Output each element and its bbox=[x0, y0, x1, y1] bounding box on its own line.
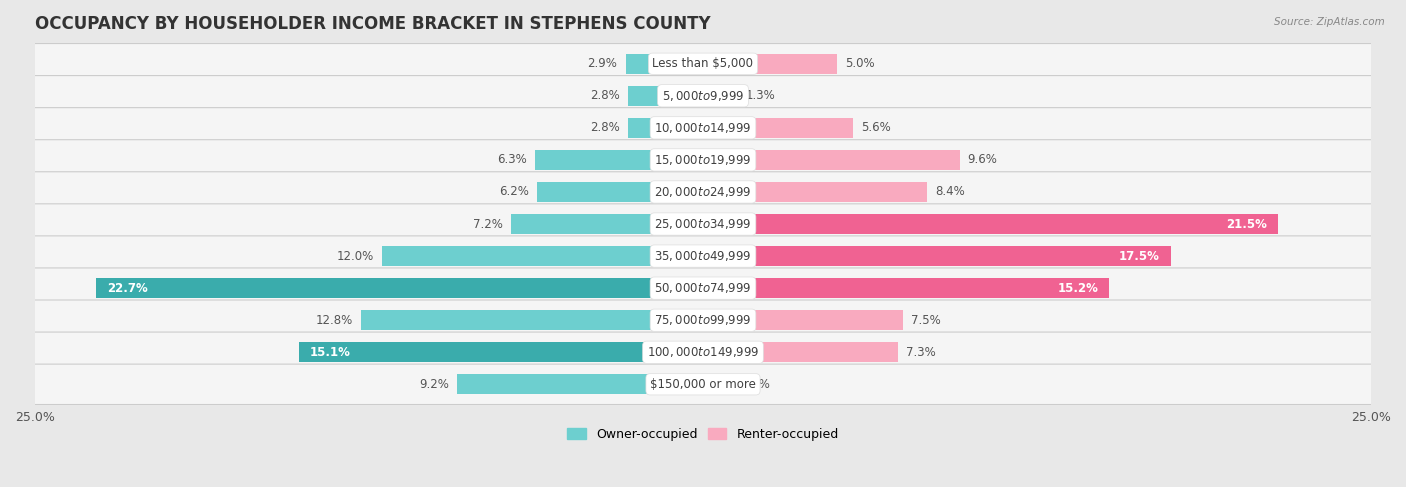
Bar bbox=[703, 182, 928, 202]
Bar bbox=[703, 310, 904, 330]
Text: 15.2%: 15.2% bbox=[1057, 281, 1098, 295]
Bar bbox=[703, 278, 1109, 298]
Bar bbox=[628, 86, 703, 106]
FancyBboxPatch shape bbox=[25, 300, 1381, 340]
Bar bbox=[534, 150, 703, 170]
Text: 12.0%: 12.0% bbox=[337, 249, 374, 262]
Text: $10,000 to $14,999: $10,000 to $14,999 bbox=[654, 121, 752, 135]
Bar bbox=[703, 214, 1278, 234]
Text: 22.7%: 22.7% bbox=[107, 281, 148, 295]
Bar bbox=[703, 54, 837, 74]
Text: Source: ZipAtlas.com: Source: ZipAtlas.com bbox=[1274, 17, 1385, 27]
Bar bbox=[703, 150, 959, 170]
Bar bbox=[361, 310, 703, 330]
Text: 7.5%: 7.5% bbox=[911, 314, 941, 327]
Bar bbox=[703, 375, 733, 394]
Text: $5,000 to $9,999: $5,000 to $9,999 bbox=[662, 89, 744, 103]
FancyBboxPatch shape bbox=[25, 108, 1381, 148]
FancyBboxPatch shape bbox=[25, 236, 1381, 276]
Text: 5.6%: 5.6% bbox=[860, 121, 890, 134]
Text: 15.1%: 15.1% bbox=[311, 346, 352, 359]
FancyBboxPatch shape bbox=[25, 332, 1381, 373]
Text: 7.2%: 7.2% bbox=[472, 218, 502, 230]
Bar bbox=[457, 375, 703, 394]
Text: 2.8%: 2.8% bbox=[591, 89, 620, 102]
Text: $75,000 to $99,999: $75,000 to $99,999 bbox=[654, 313, 752, 327]
Bar bbox=[628, 118, 703, 138]
Bar bbox=[510, 214, 703, 234]
Text: $15,000 to $19,999: $15,000 to $19,999 bbox=[654, 153, 752, 167]
Text: $25,000 to $34,999: $25,000 to $34,999 bbox=[654, 217, 752, 231]
Text: $150,000 or more: $150,000 or more bbox=[650, 378, 756, 391]
FancyBboxPatch shape bbox=[25, 172, 1381, 212]
Text: OCCUPANCY BY HOUSEHOLDER INCOME BRACKET IN STEPHENS COUNTY: OCCUPANCY BY HOUSEHOLDER INCOME BRACKET … bbox=[35, 15, 710, 33]
Text: 8.4%: 8.4% bbox=[935, 186, 966, 199]
Bar bbox=[537, 182, 703, 202]
Bar bbox=[703, 246, 1171, 266]
Text: $35,000 to $49,999: $35,000 to $49,999 bbox=[654, 249, 752, 263]
FancyBboxPatch shape bbox=[25, 364, 1381, 405]
Bar bbox=[703, 342, 898, 362]
Text: $20,000 to $24,999: $20,000 to $24,999 bbox=[654, 185, 752, 199]
Bar bbox=[97, 278, 703, 298]
Text: 7.3%: 7.3% bbox=[905, 346, 936, 359]
FancyBboxPatch shape bbox=[25, 204, 1381, 244]
FancyBboxPatch shape bbox=[25, 140, 1381, 180]
FancyBboxPatch shape bbox=[25, 43, 1381, 84]
Bar bbox=[703, 86, 738, 106]
Text: $100,000 to $149,999: $100,000 to $149,999 bbox=[647, 345, 759, 359]
Text: 2.8%: 2.8% bbox=[591, 121, 620, 134]
Text: Less than $5,000: Less than $5,000 bbox=[652, 57, 754, 70]
Text: 12.8%: 12.8% bbox=[316, 314, 353, 327]
Text: 1.3%: 1.3% bbox=[745, 89, 776, 102]
Text: 5.0%: 5.0% bbox=[845, 57, 875, 70]
FancyBboxPatch shape bbox=[25, 268, 1381, 308]
Legend: Owner-occupied, Renter-occupied: Owner-occupied, Renter-occupied bbox=[562, 423, 844, 446]
Text: 17.5%: 17.5% bbox=[1119, 249, 1160, 262]
Text: 9.6%: 9.6% bbox=[967, 153, 997, 167]
FancyBboxPatch shape bbox=[25, 75, 1381, 116]
Text: 6.2%: 6.2% bbox=[499, 186, 529, 199]
Text: $50,000 to $74,999: $50,000 to $74,999 bbox=[654, 281, 752, 295]
Text: 21.5%: 21.5% bbox=[1226, 218, 1267, 230]
Text: 2.9%: 2.9% bbox=[588, 57, 617, 70]
Text: 6.3%: 6.3% bbox=[496, 153, 527, 167]
Bar bbox=[626, 54, 703, 74]
Text: 9.2%: 9.2% bbox=[419, 378, 449, 391]
Bar bbox=[382, 246, 703, 266]
Bar bbox=[299, 342, 703, 362]
Bar bbox=[703, 118, 852, 138]
Text: 1.1%: 1.1% bbox=[741, 378, 770, 391]
